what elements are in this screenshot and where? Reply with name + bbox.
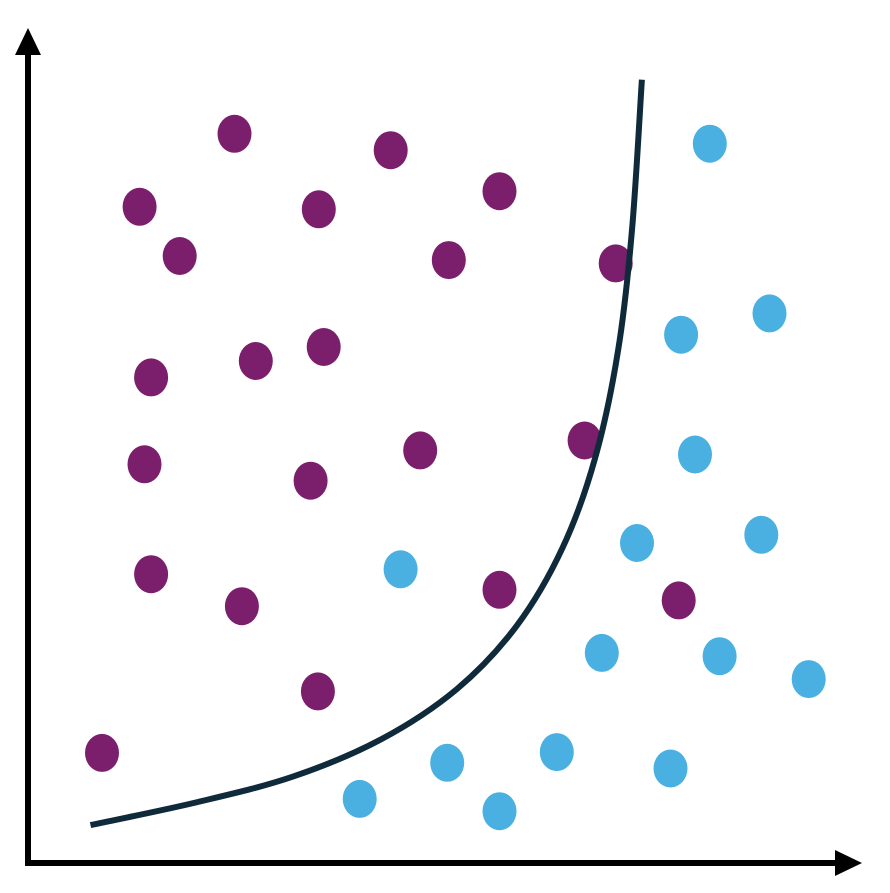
series-2-point bbox=[539, 733, 574, 772]
series-1-point bbox=[134, 555, 169, 594]
y-axis-arrow-icon bbox=[15, 28, 41, 55]
series-1-point bbox=[238, 342, 273, 380]
series-1-point bbox=[431, 241, 466, 280]
series-1-point bbox=[162, 237, 197, 275]
series-1-point bbox=[598, 244, 633, 283]
series-1-point bbox=[301, 190, 336, 229]
series-1-point bbox=[300, 672, 335, 711]
series-1-point bbox=[482, 172, 517, 211]
series-1-point bbox=[403, 431, 438, 470]
series-2-point bbox=[584, 633, 619, 672]
x-axis-arrow-icon bbox=[835, 850, 862, 876]
series-2-point bbox=[678, 435, 712, 474]
series-1-point bbox=[306, 328, 341, 366]
series-2-point bbox=[383, 550, 418, 589]
series-1-point bbox=[482, 570, 517, 609]
decision-boundary-group bbox=[89, 79, 645, 829]
series-2-point bbox=[791, 660, 826, 699]
series-2-point bbox=[752, 294, 787, 333]
series-1-point bbox=[224, 587, 259, 626]
series-1-point bbox=[122, 187, 157, 226]
series-2-point bbox=[342, 779, 377, 818]
series-2-point bbox=[702, 637, 737, 676]
series-1-point bbox=[293, 461, 328, 500]
series-1-point bbox=[127, 445, 162, 484]
series-1-point bbox=[217, 114, 252, 153]
series-2-point bbox=[653, 749, 688, 788]
series-1-point bbox=[373, 131, 408, 170]
series-2-point bbox=[744, 515, 779, 554]
axes bbox=[15, 28, 862, 876]
series-2-point bbox=[664, 315, 699, 354]
series-1-point bbox=[661, 581, 696, 620]
series-1-point bbox=[134, 358, 169, 397]
series-2-point bbox=[430, 743, 465, 782]
series-2-point bbox=[692, 124, 727, 163]
series-2-point bbox=[620, 524, 654, 562]
decision-boundary-curve bbox=[89, 79, 645, 829]
series-1-point bbox=[567, 421, 602, 460]
data-points bbox=[85, 114, 826, 831]
series-2-point bbox=[482, 792, 517, 831]
series-1-point bbox=[85, 733, 119, 772]
